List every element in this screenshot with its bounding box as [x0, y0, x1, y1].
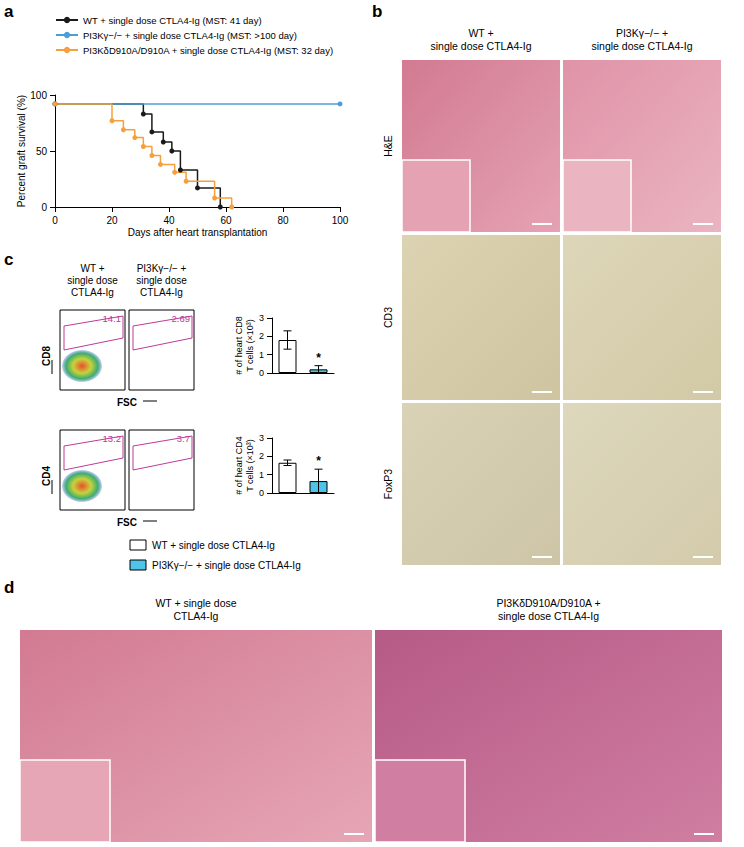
svg-text:1: 1	[259, 470, 264, 480]
svg-text:3: 3	[259, 313, 264, 323]
svg-text:c: c	[4, 250, 13, 269]
svg-text:2: 2	[259, 451, 264, 461]
svg-text:d: d	[4, 578, 14, 597]
svg-text:CTLA4-Ig: CTLA4-Ig	[140, 287, 183, 298]
svg-text:3: 3	[259, 433, 264, 443]
svg-text:b: b	[372, 2, 382, 21]
svg-text:PI3KδD910A/D910A + single dose: PI3KδD910A/D910A + single dose CTLA4-Ig …	[83, 45, 333, 56]
svg-text:2.69: 2.69	[172, 313, 191, 324]
svg-text:# of heart CD4: # of heart CD4	[234, 436, 244, 495]
svg-text:FoxP3: FoxP3	[382, 469, 394, 500]
svg-text:PI3Kγ−/− + single dose CTLA4-I: PI3Kγ−/− + single dose CTLA4-Ig	[152, 560, 301, 571]
svg-text:2: 2	[259, 331, 264, 341]
svg-text:H&E: H&E	[382, 135, 394, 157]
svg-text:FSC: FSC	[117, 517, 137, 528]
svg-text:CD4: CD4	[41, 466, 52, 486]
svg-text:13.2: 13.2	[103, 433, 122, 444]
svg-text:T cells (×10³): T cells (×10³)	[245, 439, 255, 492]
svg-text:PI3Kγ−/− + single dose CTLA4-I: PI3Kγ−/− + single dose CTLA4-Ig (MST: >1…	[83, 30, 297, 41]
svg-text:50: 50	[36, 146, 48, 157]
svg-text:100: 100	[332, 215, 349, 226]
svg-text:PI3Kγ−/− +: PI3Kγ−/− +	[137, 263, 187, 274]
svg-text:T cells (×10³): T cells (×10³)	[245, 319, 255, 372]
svg-text:single dose CTLA4-Ig: single dose CTLA4-Ig	[431, 40, 532, 52]
svg-text:PI3KδD910A/D910A +: PI3KδD910A/D910A +	[496, 597, 600, 609]
svg-text:single dose CTLA4-Ig: single dose CTLA4-Ig	[498, 610, 599, 622]
svg-text:0: 0	[41, 202, 47, 213]
svg-text:CTLA4-Ig: CTLA4-Ig	[174, 610, 219, 622]
svg-text:WT + single dose: WT + single dose	[155, 597, 236, 609]
svg-text:*: *	[316, 454, 321, 468]
svg-text:WT + single dose CTLA4-Ig (MST: WT + single dose CTLA4-Ig (MST: 41 day)	[83, 15, 262, 26]
svg-text:14.1: 14.1	[103, 313, 122, 324]
svg-text:WT +: WT +	[81, 263, 105, 274]
svg-text:40: 40	[163, 215, 175, 226]
svg-text:single dose: single dose	[136, 275, 187, 286]
svg-text:60: 60	[220, 215, 232, 226]
svg-text:Days after heart transplantati: Days after heart transplantation	[128, 227, 268, 238]
svg-text:*: *	[316, 351, 321, 365]
svg-text:FSC: FSC	[117, 397, 137, 408]
svg-text:single dose CTLA4-Ig: single dose CTLA4-Ig	[592, 40, 693, 52]
svg-text:0: 0	[259, 368, 264, 378]
svg-text:Percent graft survival (%): Percent graft survival (%)	[16, 95, 27, 207]
svg-text:PI3Kγ−/− +: PI3Kγ−/− +	[616, 27, 668, 39]
svg-text:100: 100	[30, 90, 47, 101]
svg-text:80: 80	[277, 215, 289, 226]
svg-text:CTLA4-Ig: CTLA4-Ig	[71, 287, 114, 298]
svg-text:1: 1	[259, 350, 264, 360]
svg-text:CD3: CD3	[382, 307, 394, 328]
svg-text:20: 20	[106, 215, 118, 226]
svg-text:single dose: single dose	[67, 275, 118, 286]
svg-text:WT + single dose CTLA4-Ig: WT + single dose CTLA4-Ig	[152, 540, 275, 551]
svg-text:0: 0	[259, 488, 264, 498]
svg-text:WT +: WT +	[468, 27, 493, 39]
svg-text:3.7: 3.7	[177, 433, 190, 444]
svg-text:CD8: CD8	[41, 346, 52, 366]
svg-text:0: 0	[52, 215, 58, 226]
svg-text:# of heart CD8: # of heart CD8	[234, 316, 244, 375]
svg-text:a: a	[4, 2, 14, 21]
